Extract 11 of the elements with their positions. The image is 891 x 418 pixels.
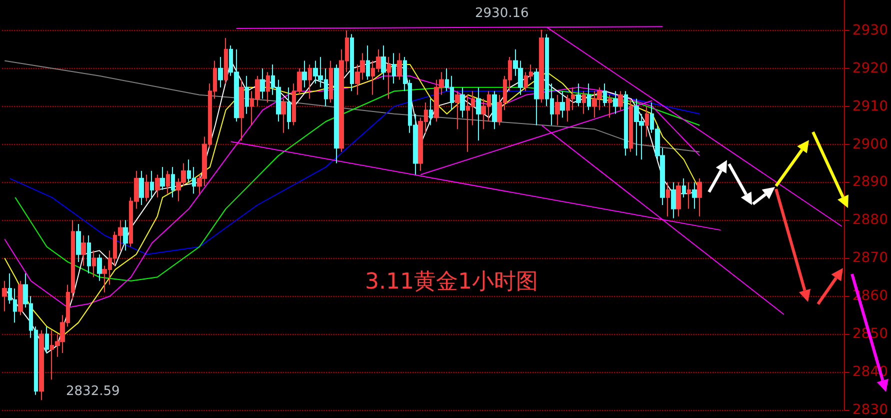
y-tick-label: 2830	[852, 402, 888, 418]
y-tick-label: 2870	[852, 250, 888, 266]
annotation: 2832.59	[66, 384, 120, 399]
annotation: 2930.16	[475, 6, 529, 21]
y-tick-label: 2930	[852, 22, 888, 38]
text: 3.11黄金1小时图	[365, 270, 538, 294]
y-tick-label: 2880	[852, 212, 888, 228]
y-tick-label: 2920	[852, 60, 888, 76]
y-tick-label: 2900	[852, 136, 888, 152]
y-tick-label: 2910	[852, 98, 888, 114]
y-tick-label: 2890	[852, 174, 888, 190]
